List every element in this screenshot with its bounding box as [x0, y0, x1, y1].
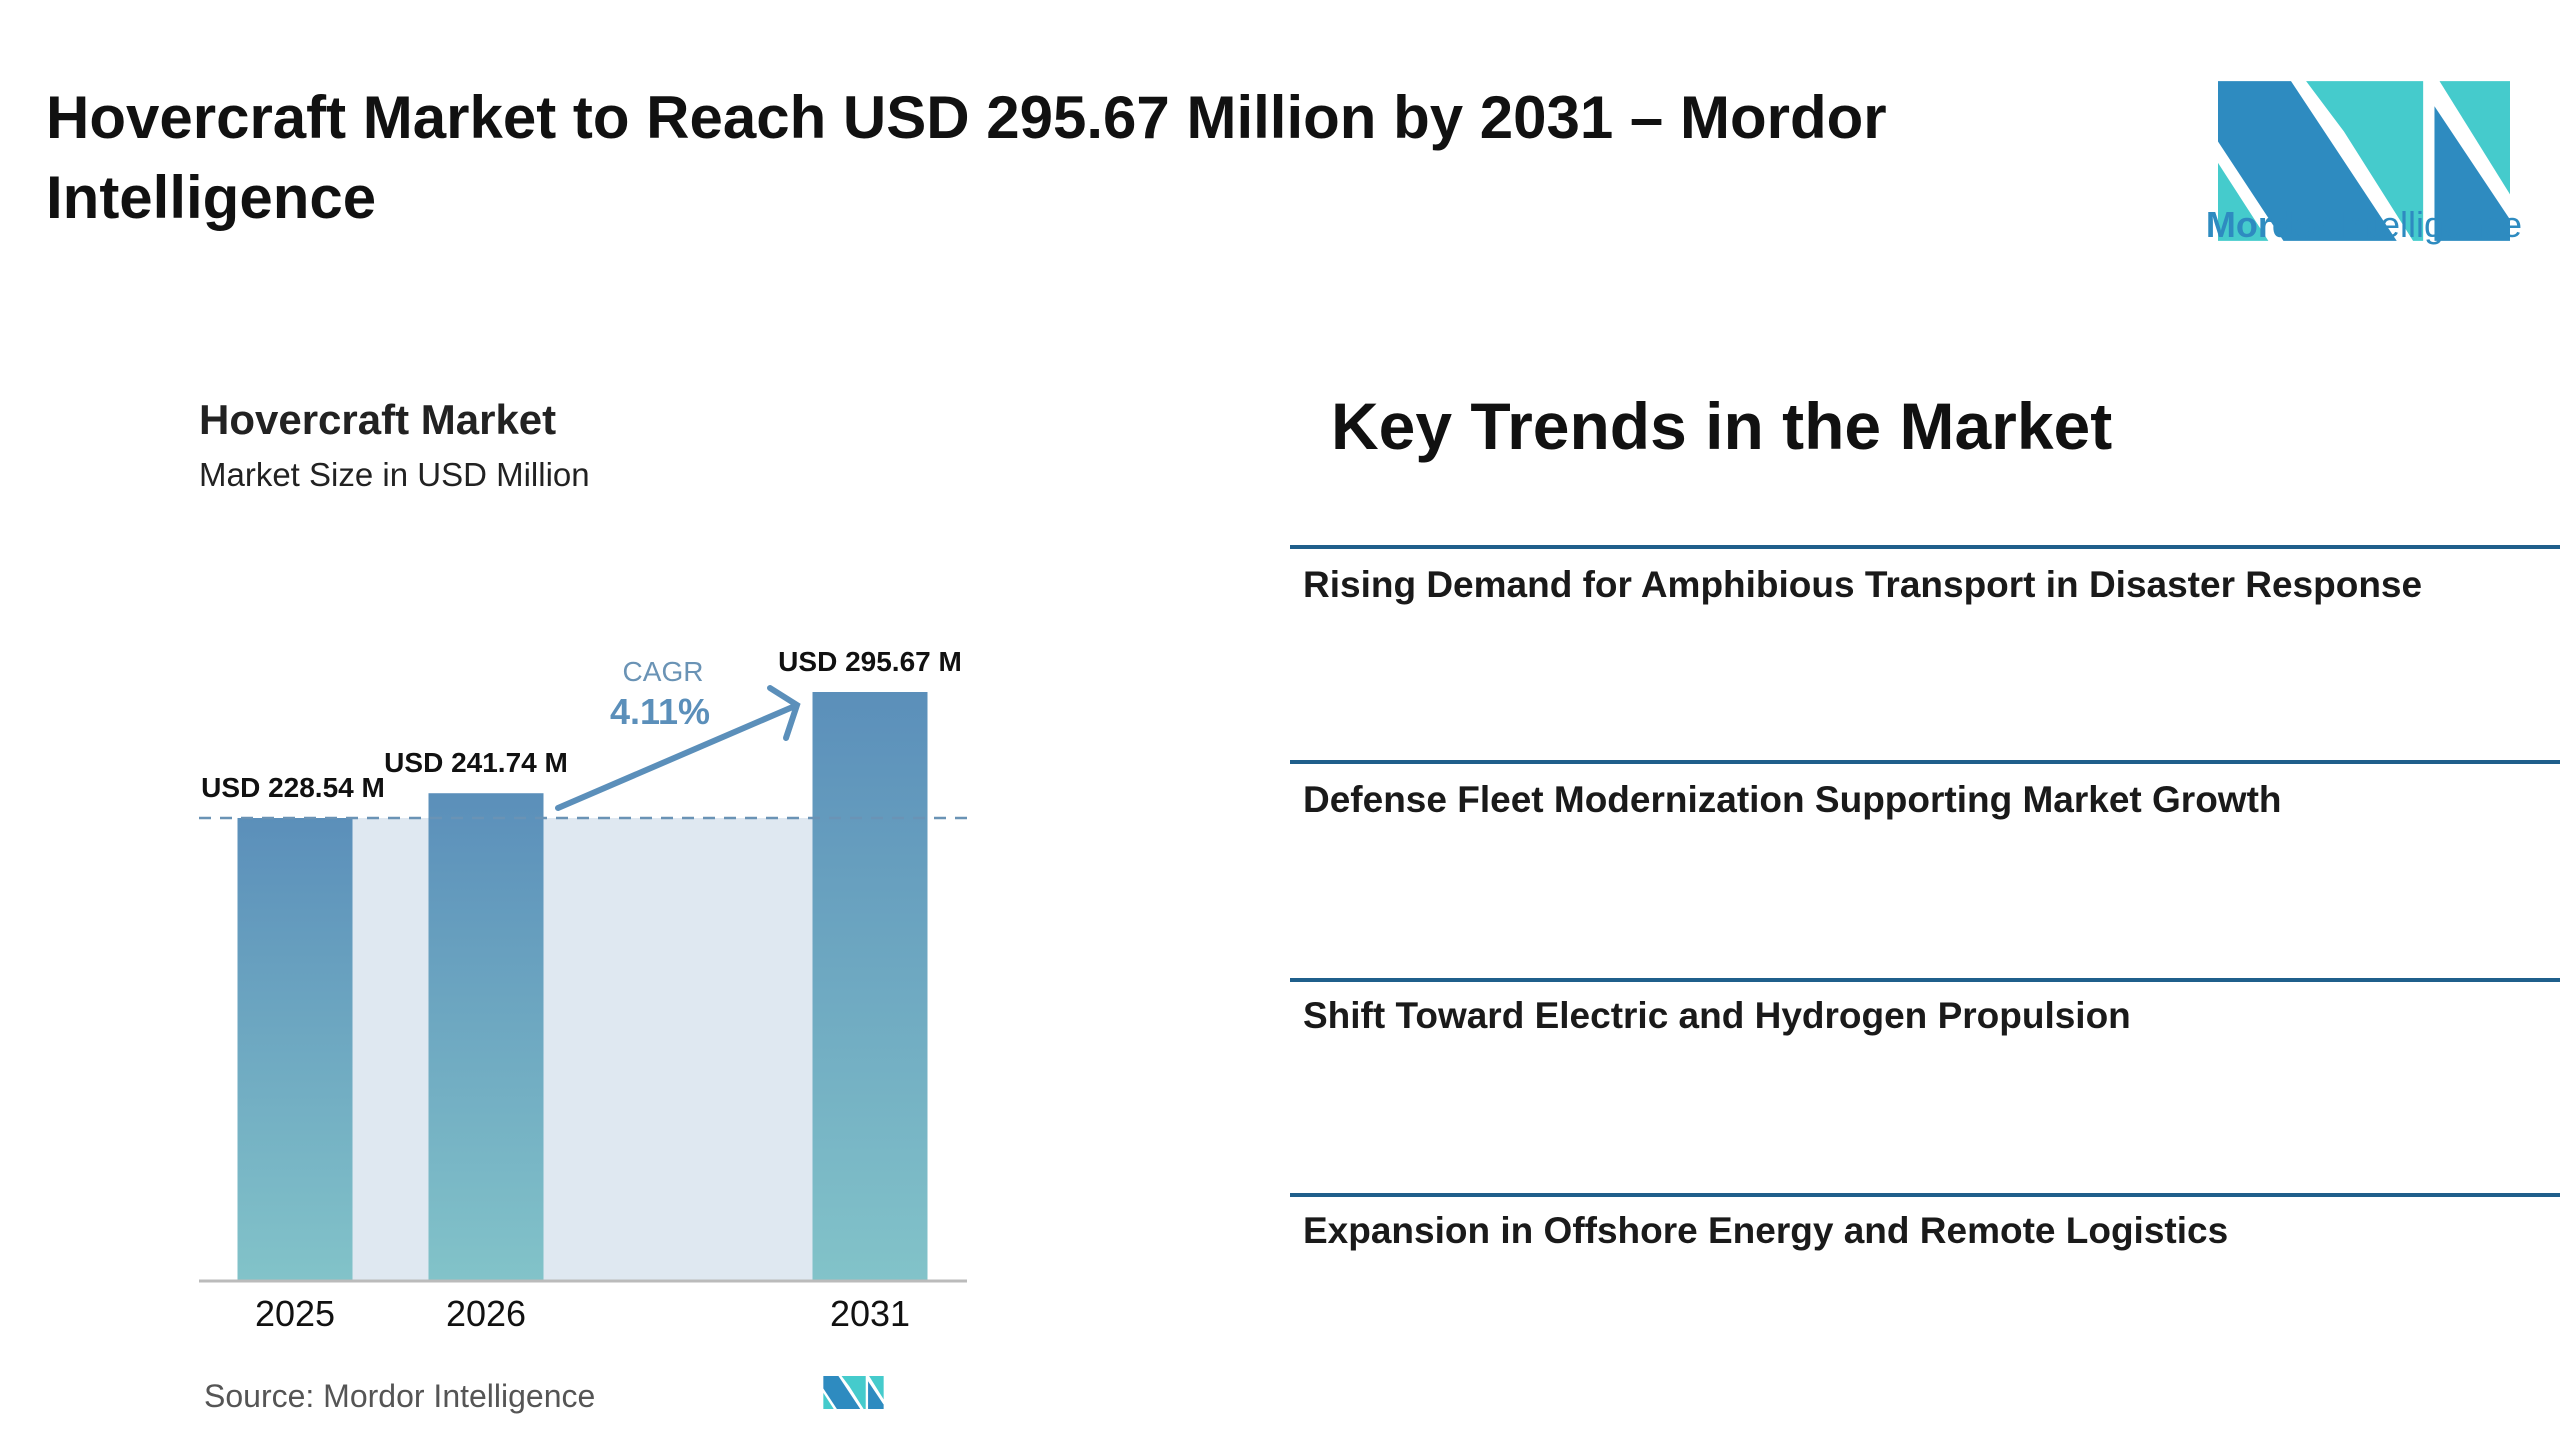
data-label: USD 241.74 M [384, 747, 568, 778]
bar-chart: CAGR 4.11% USD 228.54 M 2025 USD 241.74 M 2… [199, 646, 973, 1334]
trend-divider [1290, 978, 2560, 982]
trend-divider [1290, 545, 2560, 549]
reference-band [295, 818, 870, 1280]
trend-item: Expansion in Offshore Energy and Remote … [1303, 1210, 2229, 1251]
logo-text: Mordor Intelligence [2205, 204, 2523, 245]
chart-subtitle: Market Size in USD Million [199, 456, 590, 493]
page-title: Hovercraft Market to Reach USD 295.67 Mi… [46, 84, 1887, 231]
trend-item: Shift Toward Electric and Hydrogen Propu… [1303, 995, 2131, 1036]
source-text: Source: Mordor Intelligence [204, 1378, 596, 1414]
x-tick-label: 2026 [446, 1293, 526, 1334]
trend-divider [1290, 760, 2560, 764]
key-trends-title: Key Trends in the Market [1331, 389, 2113, 463]
trend-divider [1290, 1193, 2560, 1197]
data-label: USD 295.67 M [778, 646, 962, 677]
bar-2025 [237, 818, 353, 1280]
x-tick-label: 2025 [255, 1293, 335, 1334]
bar-2031 [812, 692, 928, 1280]
trend-item: Rising Demand for Amphibious Transport i… [1303, 564, 2423, 605]
cagr-value: 4.11% [610, 691, 710, 732]
small-logo-icon [823, 1376, 884, 1409]
data-label: USD 228.54 M [201, 772, 385, 803]
cagr-label: CAGR [623, 656, 704, 687]
cagr-arrow [555, 685, 801, 811]
trend-item: Defense Fleet Modernization Supporting M… [1303, 779, 2282, 820]
mordor-logo-icon [2218, 81, 2510, 241]
x-tick-label: 2031 [830, 1293, 910, 1334]
bar-2026 [428, 793, 544, 1280]
chart-title: Hovercraft Market [199, 396, 557, 443]
